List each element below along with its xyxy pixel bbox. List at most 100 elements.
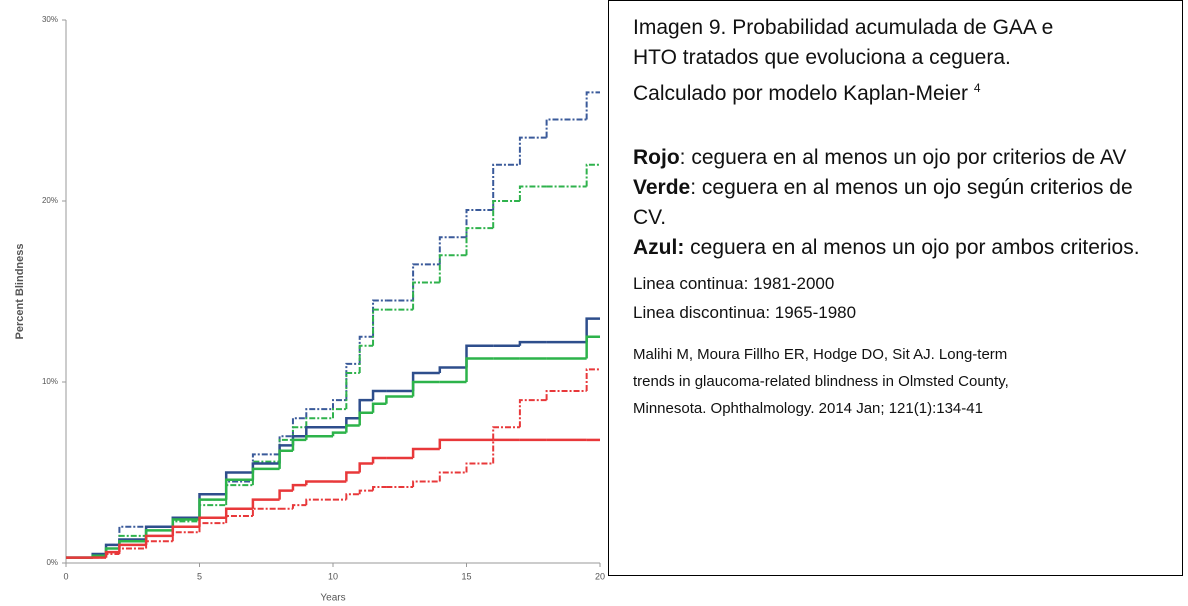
- step-segment: [518, 399, 547, 428]
- legend-entry: Verde: ceguera en al menos un ojo según …: [633, 173, 1163, 233]
- step-segment: [305, 480, 333, 486]
- step-segment: [358, 462, 374, 473]
- step-segment: [331, 431, 347, 437]
- step-segment: [545, 390, 587, 401]
- y-axis-label: Percent Blindness: [14, 244, 26, 340]
- step-segment: [412, 281, 440, 310]
- text-box: Imagen 9. Probabilidad acumulada de GAA …: [608, 0, 1183, 576]
- step-segment: [372, 299, 387, 337]
- step-segment: [438, 366, 467, 373]
- step-segment: [371, 402, 387, 413]
- step-segment: [198, 522, 227, 533]
- step-segment: [278, 449, 293, 469]
- step-segment: [358, 411, 374, 426]
- step-segment: [411, 380, 440, 397]
- step-segment: [492, 426, 520, 464]
- step-segment: [345, 471, 360, 482]
- step-segment: [492, 200, 520, 229]
- step-segment: [291, 438, 307, 451]
- caption-line: HTO tratados que evoluciona a ceguera.: [633, 46, 1011, 69]
- step-segment: [518, 185, 547, 201]
- step-segment: [371, 456, 387, 464]
- y-tick-label: 30%: [42, 15, 58, 24]
- caption-line: Calculado por modelo Kaplan-Meier 4: [633, 73, 1182, 109]
- y-tick-label: 20%: [42, 196, 58, 205]
- step-segment: [105, 552, 120, 558]
- step-segment: [198, 498, 227, 518]
- step-segment: [118, 547, 147, 554]
- x-tick-label: 5: [197, 571, 202, 581]
- step-segment: [278, 489, 293, 500]
- step-segment: [465, 227, 494, 256]
- step-segment: [438, 236, 467, 265]
- legend-label: Azul:: [633, 236, 685, 259]
- step-segment: [465, 357, 494, 382]
- step-segment: [545, 118, 587, 138]
- x-tick-label: 0: [63, 571, 68, 581]
- legend-text: : ceguera en al menos un ojo según crite…: [633, 176, 1133, 229]
- step-segment: [291, 483, 307, 491]
- step-segment: [305, 435, 333, 440]
- step-segment: [332, 408, 347, 419]
- step-segment: [358, 489, 374, 495]
- x-axis-label: Years: [320, 593, 345, 604]
- legend-text: ceguera en al menos un ojo por ambos cri…: [684, 236, 1140, 259]
- x-tick-label: 10: [328, 571, 338, 581]
- caption: Imagen 9. Probabilidad acumulada de GAA …: [633, 13, 1182, 109]
- legend-label: Rojo: [633, 146, 680, 169]
- step-segment: [224, 507, 253, 518]
- period: Linea discontinua: 1965-1980: [633, 303, 857, 322]
- step-segment: [278, 435, 293, 455]
- step-segment: [345, 493, 360, 500]
- step-segment: [198, 498, 227, 520]
- reference: Malihi M, Moura Fillho ER, Hodge DO, Sit…: [633, 341, 1182, 422]
- step-segment: [332, 399, 347, 410]
- step-segment: [412, 480, 440, 487]
- step-segment: [372, 308, 387, 346]
- step-segment: [225, 484, 253, 506]
- step-segment: [585, 163, 600, 187]
- step-segment: [144, 534, 173, 545]
- x-tick-label: 20: [595, 571, 605, 581]
- step-segment: [225, 514, 253, 524]
- step-segment: [171, 531, 200, 542]
- step-segment: [291, 426, 307, 440]
- legend-entry: Azul: ceguera en al menos un ojo por amb…: [633, 233, 1163, 263]
- step-segment: [291, 417, 307, 437]
- legend: Rojo: ceguera en al menos un ojo por cri…: [633, 143, 1163, 263]
- step-segment: [585, 368, 600, 392]
- step-segment: [372, 485, 387, 491]
- step-segment: [465, 462, 494, 473]
- step-segment: [465, 344, 494, 368]
- step-segment: [278, 444, 293, 464]
- step-segment: [411, 447, 440, 459]
- footnote-ref: 4: [973, 81, 981, 95]
- reference-line: Minnesota. Ophthalmology. 2014 Jan; 121(…: [633, 400, 983, 417]
- step-segment: [585, 317, 600, 343]
- step-segment: [305, 417, 333, 428]
- step-segment: [251, 498, 280, 509]
- step-segment: [345, 362, 360, 401]
- step-segment: [385, 395, 414, 404]
- step-segment: [518, 136, 547, 165]
- step-segment: [251, 467, 280, 480]
- step-segment: [358, 335, 374, 364]
- step-segment: [251, 460, 280, 486]
- step-segment: [358, 398, 374, 419]
- step-segment: [371, 389, 387, 401]
- step-segment: [251, 507, 280, 516]
- step-segment: [438, 438, 467, 449]
- x-tick-label: 15: [461, 571, 471, 581]
- step-segment: [305, 426, 333, 437]
- step-segment: [465, 209, 494, 238]
- step-segment: [305, 408, 333, 419]
- step-segment: [438, 254, 467, 283]
- step-segment: [518, 340, 547, 346]
- legend-entry: Rojo: ceguera en al menos un ojo por cri…: [633, 143, 1163, 173]
- step-segment: [358, 344, 374, 373]
- step-segment: [144, 525, 173, 540]
- step-segment: [492, 163, 520, 211]
- step-segment: [278, 438, 293, 462]
